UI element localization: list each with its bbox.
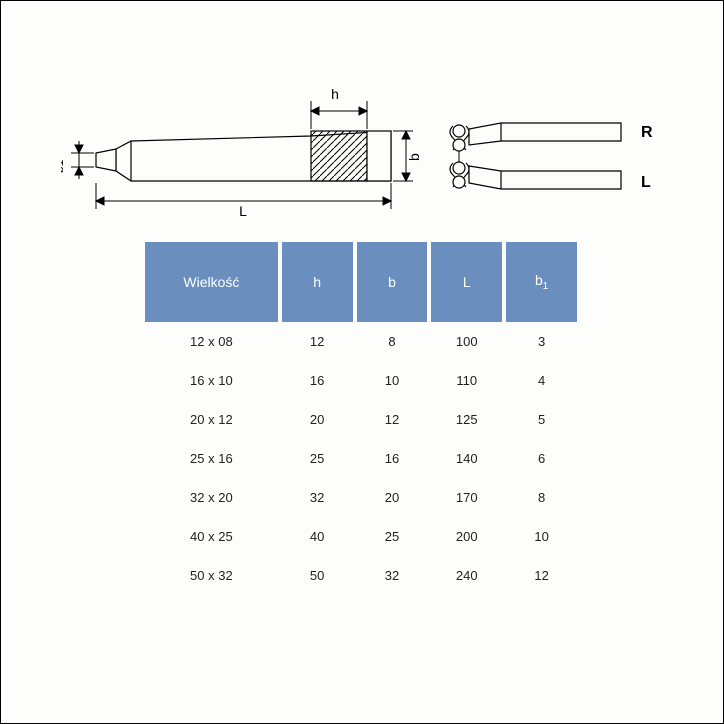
table-cell: 5	[506, 400, 577, 439]
col-header-L: L	[431, 242, 502, 322]
table-cell: 8	[357, 322, 428, 361]
table-cell: 125	[431, 400, 502, 439]
table-row: 16 x 1016101104	[145, 361, 577, 400]
table-cell: 12	[357, 400, 428, 439]
table-cell: 16	[282, 361, 353, 400]
table-cell: 4	[506, 361, 577, 400]
table-cell: 32	[357, 556, 428, 595]
table-cell: 12 x 08	[145, 322, 278, 361]
dim-label-L: L	[239, 203, 247, 219]
table-cell: 240	[431, 556, 502, 595]
table-row: 12 x 081281003	[145, 322, 577, 361]
col-header-b1: b1	[506, 242, 577, 322]
table-cell: 3	[506, 322, 577, 361]
col-header-h: h	[282, 242, 353, 322]
table-cell: 20	[357, 478, 428, 517]
col-header-b: b	[357, 242, 428, 322]
table-cell: 50	[282, 556, 353, 595]
table-cell: 25	[282, 439, 353, 478]
table-cell: 20	[282, 400, 353, 439]
table-cell: 12	[282, 322, 353, 361]
orientation-label-L: L	[641, 174, 651, 191]
table-row: 25 x 1625161406	[145, 439, 577, 478]
dimensions-table: Wielkość h b L b1 12 x 08128100316 x 101…	[141, 242, 581, 595]
dim-label-b: b	[406, 153, 422, 161]
table-cell: 32	[282, 478, 353, 517]
orientation-label-R: R	[641, 124, 653, 141]
table-cell: 170	[431, 478, 502, 517]
table-cell: 140	[431, 439, 502, 478]
page-frame: h b b1	[0, 0, 724, 724]
col-header-wielkosc: Wielkość	[145, 242, 278, 322]
table-cell: 10	[357, 361, 428, 400]
technical-diagram: h b b1	[61, 71, 661, 221]
dim-label-h: h	[331, 86, 339, 102]
table-cell: 25 x 16	[145, 439, 278, 478]
table-header-row: Wielkość h b L b1	[145, 242, 577, 322]
dim-label-b1: b1	[61, 159, 66, 173]
table-cell: 200	[431, 517, 502, 556]
table-row: 20 x 1220121255	[145, 400, 577, 439]
table-cell: 110	[431, 361, 502, 400]
table-cell: 12	[506, 556, 577, 595]
table-cell: 6	[506, 439, 577, 478]
table-cell: 10	[506, 517, 577, 556]
table-cell: 40 x 25	[145, 517, 278, 556]
table-cell: 16 x 10	[145, 361, 278, 400]
dimensions-table-el: Wielkość h b L b1 12 x 08128100316 x 101…	[141, 242, 581, 595]
table-row: 50 x 32503224012	[145, 556, 577, 595]
table-cell: 32 x 20	[145, 478, 278, 517]
table-cell: 25	[357, 517, 428, 556]
table-cell: 40	[282, 517, 353, 556]
table-row: 32 x 2032201708	[145, 478, 577, 517]
table-cell: 20 x 12	[145, 400, 278, 439]
table-cell: 16	[357, 439, 428, 478]
table-row: 40 x 25402520010	[145, 517, 577, 556]
table-cell: 100	[431, 322, 502, 361]
table-cell: 50 x 32	[145, 556, 278, 595]
table-cell: 8	[506, 478, 577, 517]
